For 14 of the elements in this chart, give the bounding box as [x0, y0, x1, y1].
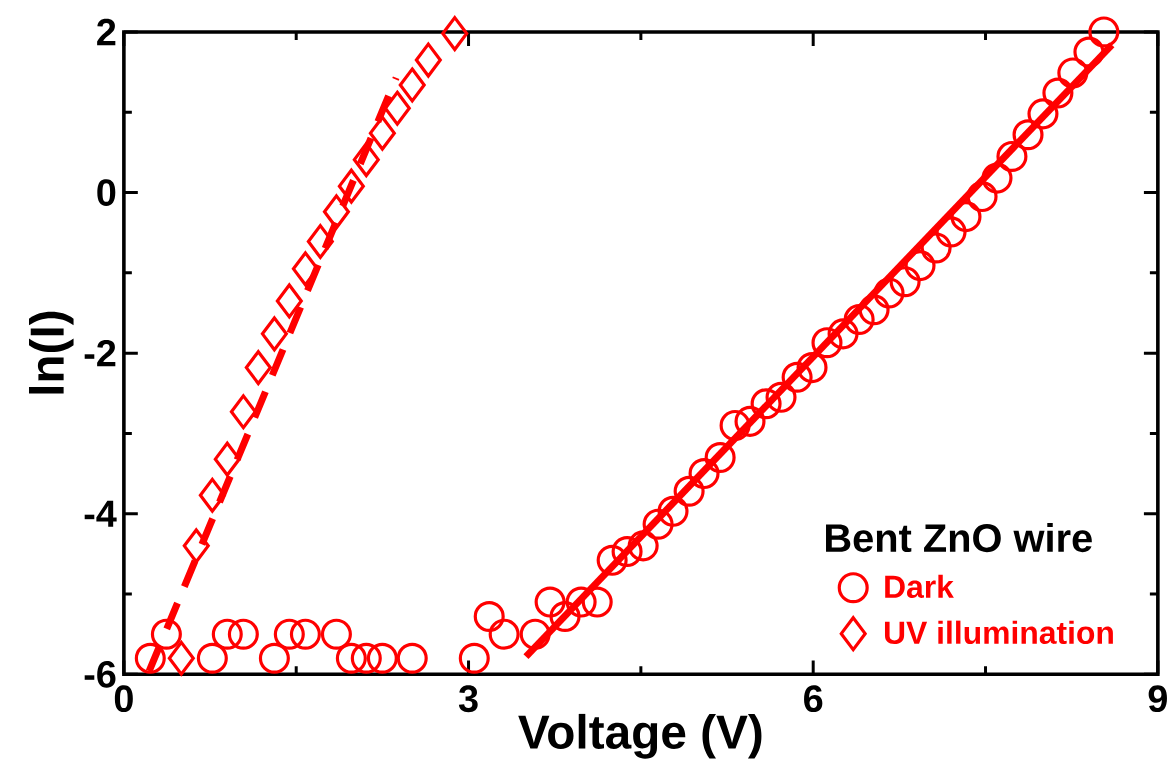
y-tick-label: 0 — [97, 179, 116, 206]
x-tick-label: 6 — [804, 685, 823, 713]
y-tick-label: 2 — [97, 18, 116, 46]
x-tick-label: 3 — [458, 685, 478, 713]
x-tick-label: 9 — [1148, 685, 1167, 713]
legend-label: Dark — [885, 574, 954, 598]
x-tick-label: 0 — [114, 685, 133, 713]
legend-title: Bent ZnO wire — [826, 522, 1092, 553]
x-axis-title: Voltage (V) — [518, 713, 762, 759]
legend-label: UV illumination — [884, 620, 1113, 644]
y-tick-label: -4 — [84, 500, 117, 527]
y-tick-label: -6 — [84, 660, 116, 688]
y-axis-title: ln(I) — [29, 311, 74, 394]
y-tick-label: -2 — [84, 339, 116, 367]
